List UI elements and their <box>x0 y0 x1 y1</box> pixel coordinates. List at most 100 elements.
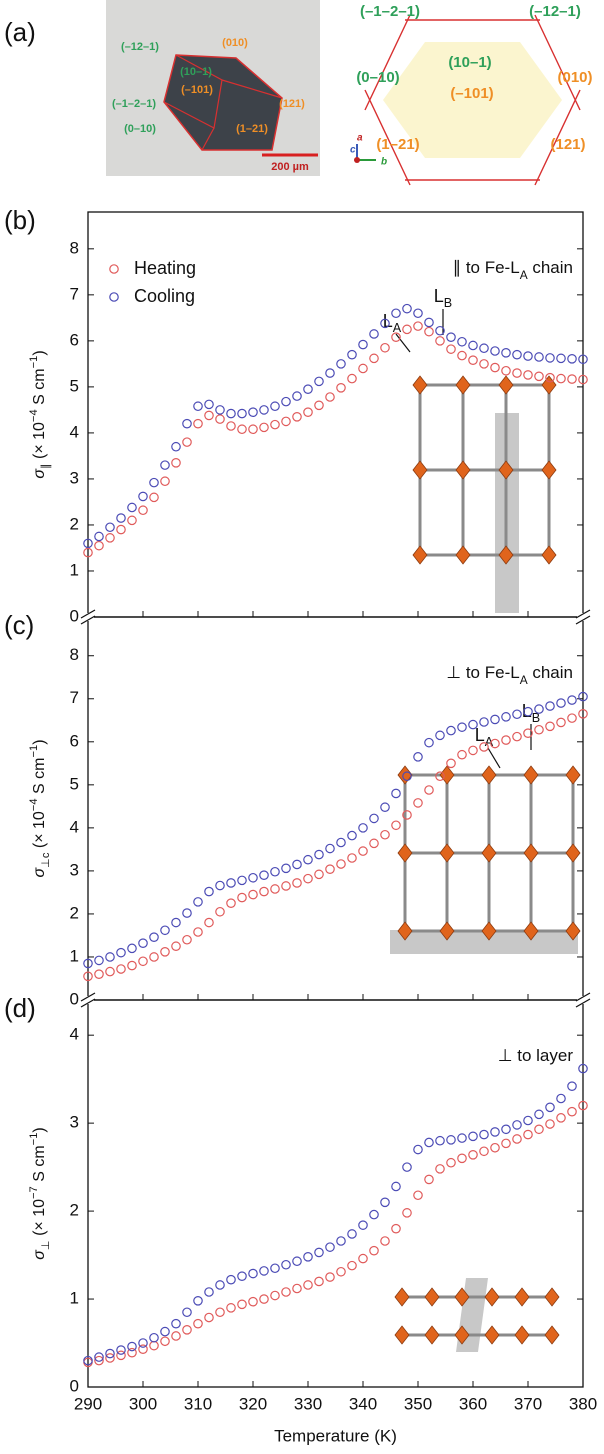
axis-break <box>575 615 591 625</box>
x-tick-label: 360 <box>459 1394 487 1413</box>
data-point <box>127 515 137 526</box>
data-point <box>94 955 104 966</box>
data-point <box>435 336 445 346</box>
fe-node <box>455 460 471 480</box>
data-point <box>215 1307 225 1318</box>
axis-break <box>575 998 591 1008</box>
facet-label: (–1–2–1) <box>112 98 156 110</box>
fe-node <box>397 843 413 863</box>
data-point <box>457 336 467 347</box>
data-point <box>149 932 159 942</box>
data-point <box>567 1081 577 1091</box>
data-point <box>160 1326 170 1337</box>
data-point <box>523 351 533 361</box>
data-point <box>556 353 566 364</box>
data-point <box>534 1109 544 1120</box>
data-point <box>281 1287 291 1297</box>
fe-node <box>498 460 514 480</box>
x-tick-label: 330 <box>294 1394 322 1413</box>
inset-label: LB <box>522 701 540 726</box>
fe-node <box>454 1325 470 1345</box>
data-point <box>204 410 214 421</box>
data-point <box>358 339 368 350</box>
data-point <box>336 359 346 369</box>
data-point <box>204 1287 214 1297</box>
data-point <box>160 476 170 487</box>
data-point <box>501 735 511 745</box>
data-point <box>237 408 247 419</box>
fe-node <box>523 921 539 941</box>
data-point <box>215 906 225 917</box>
data-point <box>578 691 588 702</box>
fe-node <box>397 765 413 785</box>
data-point <box>314 1276 324 1287</box>
y-tick-label: 6 <box>70 731 79 750</box>
fe-node <box>544 1287 560 1307</box>
y-tick-label: 0 <box>70 606 79 625</box>
data-point <box>138 491 148 502</box>
data-point <box>83 547 93 558</box>
data-point <box>193 418 203 429</box>
data-point <box>545 701 555 711</box>
data-point <box>160 947 170 957</box>
data-point <box>193 927 203 937</box>
data-point <box>259 1266 269 1276</box>
data-point <box>512 368 522 378</box>
facet-label: (–101) <box>181 84 213 96</box>
data-point <box>556 373 566 384</box>
y-tick-label: 2 <box>70 1201 79 1220</box>
data-point <box>237 892 247 903</box>
y-tick-label: 8 <box>70 238 79 257</box>
data-point <box>94 1352 104 1362</box>
data-point <box>380 342 390 353</box>
unit-cell <box>383 42 562 158</box>
data-point <box>292 859 302 870</box>
data-point <box>380 1197 390 1208</box>
fe-node <box>412 460 428 480</box>
data-point <box>325 1242 335 1252</box>
data-point <box>237 1271 247 1281</box>
data-point <box>391 788 401 799</box>
fe-node <box>424 1325 440 1345</box>
axis-break-gap <box>82 996 94 1004</box>
data-point <box>501 1124 511 1135</box>
data-point <box>116 524 126 535</box>
data-point <box>468 745 478 756</box>
data-point <box>501 712 511 722</box>
data-point <box>325 864 335 874</box>
data-point <box>193 1318 203 1329</box>
data-point <box>413 1144 423 1155</box>
data-point <box>347 349 357 360</box>
axis-arrows <box>356 144 376 161</box>
data-point <box>402 810 412 820</box>
fe-node <box>481 843 497 863</box>
axis-break <box>575 992 591 1002</box>
data-point <box>424 1174 434 1185</box>
text-part: ) <box>31 739 48 744</box>
data-point <box>259 1294 269 1304</box>
legend-label: Cooling <box>134 286 195 306</box>
data-point <box>512 709 522 720</box>
data-point <box>523 1115 533 1126</box>
data-point <box>523 706 533 717</box>
y-axis-label: σ⊥c (× 10−4 S cm−1) <box>28 739 52 877</box>
data-point <box>215 1280 225 1290</box>
data-point <box>556 1093 566 1104</box>
data-point <box>149 1332 159 1343</box>
data-point <box>116 513 126 523</box>
data-point <box>512 349 522 360</box>
data-point <box>226 1274 236 1285</box>
panel-label: (d) <box>4 993 36 1023</box>
x-tick-label: 320 <box>239 1394 267 1413</box>
data-point <box>369 353 379 364</box>
data-point <box>413 752 423 762</box>
data-point <box>424 326 434 337</box>
legend-label: Heating <box>134 258 196 278</box>
inset-label: LB <box>434 286 452 311</box>
text-part: A <box>520 673 528 687</box>
data-point <box>347 853 357 863</box>
text-part: ∥ <box>40 463 52 469</box>
axis-break <box>80 998 96 1008</box>
text-part: σ <box>31 468 48 479</box>
data-point <box>369 813 379 824</box>
